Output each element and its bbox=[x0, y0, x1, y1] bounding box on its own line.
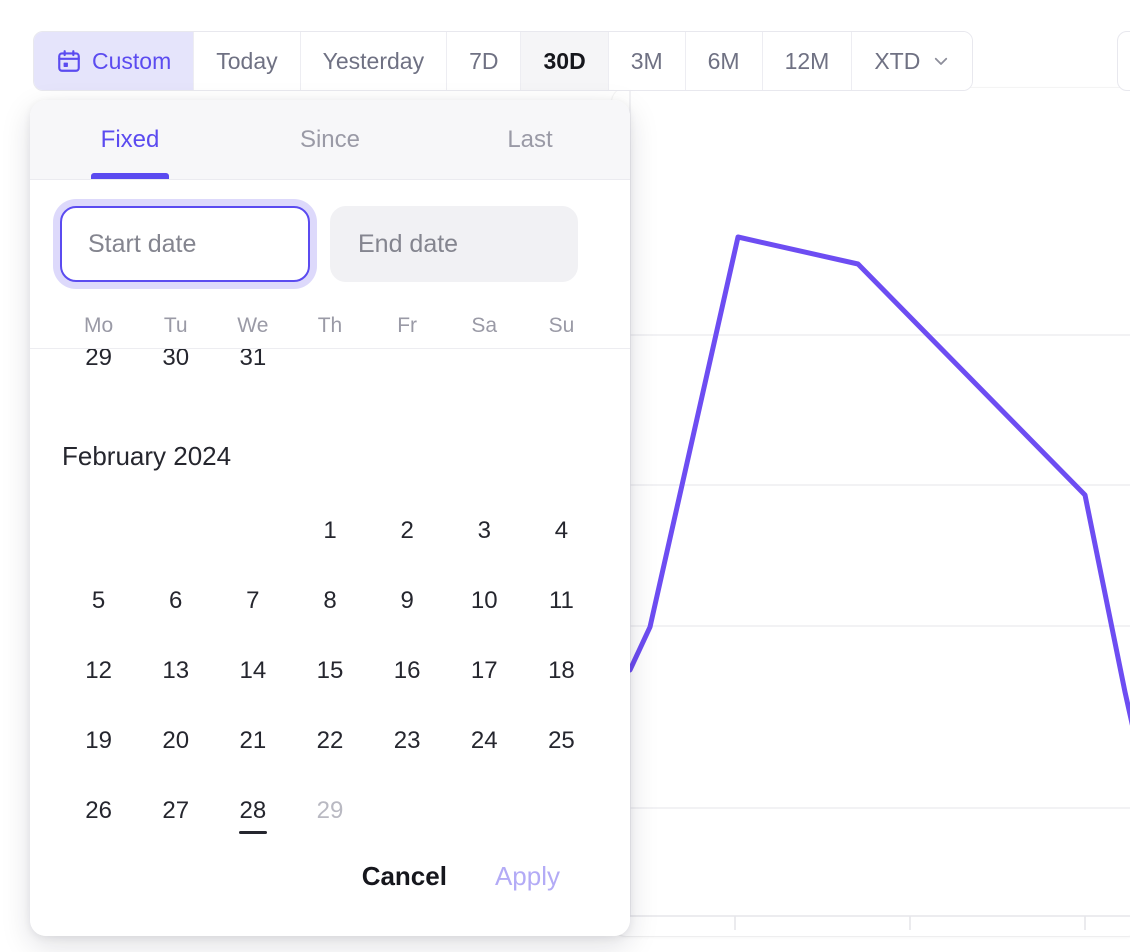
day-cell[interactable]: 5 bbox=[91, 587, 106, 614]
picker-footer: Cancel Apply bbox=[30, 851, 630, 936]
weekday-su: Su bbox=[548, 314, 575, 337]
day-cell[interactable]: 19 bbox=[85, 727, 112, 754]
day-cell[interactable]: 2 bbox=[400, 517, 414, 544]
day-cell[interactable]: 3 bbox=[477, 517, 491, 544]
day-cell[interactable]: 29 bbox=[85, 349, 112, 371]
week-row: 1 2 3 4 bbox=[60, 496, 600, 566]
day-cell[interactable]: 6 bbox=[169, 587, 183, 614]
line-chart bbox=[627, 88, 1130, 930]
range-option-6m[interactable]: 6M bbox=[685, 32, 763, 90]
range-option-label: 6M bbox=[707, 47, 740, 74]
start-date-input[interactable]: Start date bbox=[60, 206, 310, 282]
range-toolbar-overflow bbox=[1117, 31, 1130, 91]
week-row: 5 6 7 8 9 10 11 bbox=[60, 566, 600, 636]
day-cell[interactable]: 18 bbox=[548, 657, 575, 684]
day-cell[interactable]: 27 bbox=[162, 797, 190, 824]
cancel-button[interactable]: Cancel bbox=[361, 861, 447, 891]
range-option-3m[interactable]: 3M bbox=[608, 32, 686, 90]
range-option-label: Yesterday bbox=[322, 47, 425, 74]
end-date-placeholder: End date bbox=[358, 229, 459, 258]
month-title: February 2024 bbox=[62, 441, 232, 471]
range-option-yesterday[interactable]: Yesterday bbox=[300, 32, 448, 90]
week-row: 26 27 28 29 bbox=[60, 776, 600, 846]
day-cell[interactable]: 1 bbox=[323, 517, 337, 544]
day-cell[interactable]: 8 bbox=[323, 587, 337, 614]
weekday-mo: Mo bbox=[83, 314, 114, 337]
tab-since[interactable]: Since bbox=[230, 100, 430, 179]
range-option-12m[interactable]: 12M bbox=[762, 32, 853, 90]
week-row: 12 13 14 15 16 17 18 bbox=[60, 636, 600, 706]
day-cell[interactable]: 10 bbox=[470, 587, 498, 614]
range-option-label: 3M bbox=[630, 47, 663, 74]
start-date-placeholder: Start date bbox=[88, 229, 197, 258]
end-date-input[interactable]: End date bbox=[330, 206, 578, 282]
day-cell[interactable]: 31 bbox=[239, 349, 267, 371]
range-option-today[interactable]: Today bbox=[194, 32, 301, 90]
calendar-scroll-area[interactable]: 29 30 31 February 2024 1 2 3 bbox=[30, 349, 630, 851]
chart-gridlines bbox=[630, 334, 1130, 809]
day-cell[interactable]: 15 bbox=[316, 657, 344, 684]
weekday-header: Mo Tu We Th Fr Sa Su bbox=[30, 300, 630, 349]
day-cell-disabled: 29 bbox=[316, 797, 344, 824]
day-cell[interactable]: 4 bbox=[554, 517, 569, 544]
week-row: 19 20 21 22 23 24 25 bbox=[60, 706, 600, 776]
day-cell[interactable]: 24 bbox=[470, 727, 498, 754]
day-cell-today[interactable]: 28 bbox=[214, 797, 291, 825]
chart-card bbox=[612, 88, 1130, 936]
range-option-label: 7D bbox=[469, 47, 499, 74]
day-cell[interactable]: 26 bbox=[85, 797, 112, 824]
tab-fixed[interactable]: Fixed bbox=[30, 100, 230, 179]
tab-label: Since bbox=[299, 125, 361, 153]
weekday-tu: Tu bbox=[163, 314, 188, 337]
day-cell[interactable]: 16 bbox=[393, 657, 421, 684]
day-cell[interactable]: 21 bbox=[239, 727, 267, 754]
range-option-xtd[interactable]: XTD bbox=[852, 32, 973, 90]
day-cell[interactable]: 12 bbox=[85, 657, 112, 684]
date-picker-popover: Fixed Since Last Start date End date Mo … bbox=[30, 100, 630, 936]
range-option-label: 30D bbox=[543, 47, 586, 74]
calendar-months: 29 30 31 February 2024 1 2 3 bbox=[60, 349, 600, 846]
tab-label: Fixed bbox=[100, 125, 160, 153]
day-cell[interactable]: 30 bbox=[162, 349, 190, 371]
date-inputs-row: Start date End date bbox=[30, 180, 630, 300]
weekday-fr: Fr bbox=[397, 314, 418, 337]
day-cell[interactable]: 7 bbox=[246, 587, 260, 614]
range-option-7d[interactable]: 7D bbox=[447, 32, 522, 90]
chart-axes bbox=[629, 88, 1130, 930]
apply-button[interactable]: Apply bbox=[494, 861, 560, 891]
range-option-30d[interactable]: 30D bbox=[521, 32, 609, 90]
range-option-label: Today bbox=[216, 47, 278, 74]
day-cell[interactable]: 25 bbox=[548, 727, 575, 754]
day-cell[interactable]: 17 bbox=[470, 657, 498, 684]
day-cell[interactable]: 14 bbox=[239, 657, 267, 684]
day-cell[interactable]: 20 bbox=[162, 727, 190, 754]
chart-series-line bbox=[627, 234, 1130, 726]
tab-last[interactable]: Last bbox=[430, 100, 630, 179]
range-option-label: Custom bbox=[92, 47, 172, 74]
picker-tab-bar: Fixed Since Last bbox=[30, 100, 630, 180]
chevron-down-icon bbox=[930, 52, 950, 70]
week-row: 29 30 31 bbox=[60, 349, 600, 393]
day-cell[interactable]: 13 bbox=[162, 657, 190, 684]
tab-label: Last bbox=[507, 125, 553, 153]
range-option-custom[interactable]: Custom bbox=[34, 32, 195, 90]
range-option-label: XTD bbox=[874, 47, 921, 74]
weekday-we: We bbox=[237, 314, 269, 337]
weekday-sa: Sa bbox=[471, 314, 498, 337]
range-option-label: 12M bbox=[784, 47, 830, 74]
day-cell[interactable]: 9 bbox=[400, 587, 414, 614]
calendar-icon bbox=[56, 48, 82, 74]
day-cell[interactable]: 23 bbox=[393, 727, 421, 754]
day-cell[interactable]: 22 bbox=[316, 727, 344, 754]
range-toolbar: Custom Today Yesterday 7D 30D 3M 6M 12M … bbox=[33, 31, 974, 91]
day-cell[interactable]: 11 bbox=[548, 587, 574, 614]
weekday-th: Th bbox=[317, 314, 343, 337]
